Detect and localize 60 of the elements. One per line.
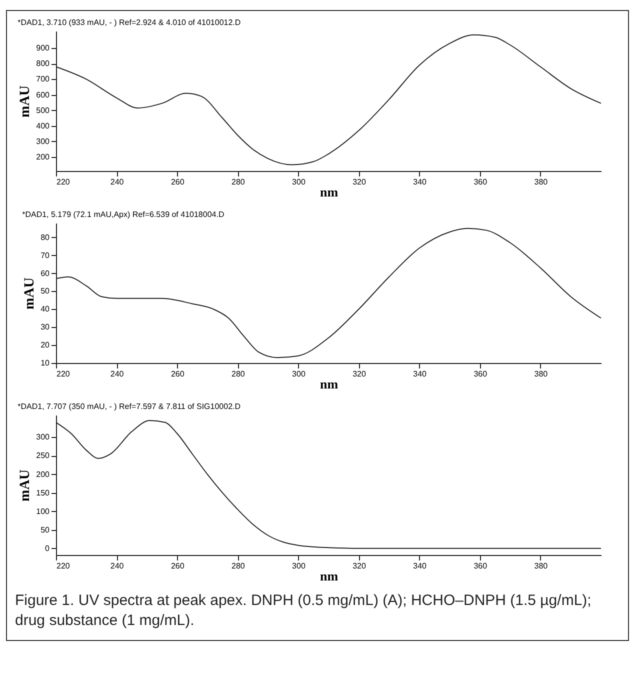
y-tick-label: 800 (36, 59, 50, 68)
x-tick-label: 280 (231, 370, 246, 378)
y-tick-label: 100 (36, 506, 50, 516)
x-axis-title: nm (320, 376, 338, 392)
x-tick-label: 340 (413, 178, 428, 186)
x-tick-label: 380 (534, 562, 548, 570)
x-tick-label: 240 (110, 562, 124, 570)
y-tick-label: 20 (40, 340, 50, 350)
caption: Figure 1. UV spectra at peak apex. DNPH (0.5 mg/mL) (A); HCHO–DNPH (1.5 µg/mL); drug substance (1 mg/mL). (15, 591, 592, 632)
y-tick-label: 60 (40, 268, 50, 278)
y-tick-label: 10 (40, 358, 50, 368)
y-tick-label: 900 (36, 44, 50, 53)
x-tick-label: 300 (292, 370, 306, 378)
y-tick-label: 50 (40, 525, 50, 534)
y-tick-label: 400 (36, 121, 50, 130)
x-tick-label: 340 (413, 562, 428, 570)
x-tick-label: 240 (110, 370, 124, 378)
x-tick-label: 260 (170, 178, 185, 186)
y-tick-label: 200 (36, 152, 50, 162)
y-tick-label: 40 (40, 304, 50, 314)
x-tick-label: 260 (170, 562, 185, 570)
chart-title: *DAD1, 3.710 (933 mAU, - ) Ref=2.924 & 4.010 of 41010012.D (18, 18, 241, 27)
y-tick-label: 50 (40, 286, 50, 296)
y-tick-label: 600 (36, 90, 50, 100)
chart-title: *DAD1, 5.179 (72.1 mAU,Apx) Ref=6.539 of 41018004.D (22, 210, 224, 219)
y-tick-label: 300 (36, 136, 50, 146)
x-tick-label: 320 (352, 178, 366, 186)
x-axis-title: nm (320, 568, 338, 584)
x-axis-title: nm (320, 184, 338, 200)
x-tick-label: 360 (474, 178, 488, 186)
x-tick-label: 240 (110, 178, 124, 186)
x-tick-label: 380 (534, 370, 548, 378)
x-tick-label: 320 (352, 562, 366, 570)
y-axis-title: mAU (22, 278, 38, 310)
x-tick-label: 220 (56, 178, 70, 186)
y-tick-label: 700 (36, 74, 50, 84)
y-tick-label: 250 (36, 451, 50, 460)
x-tick-label: 260 (170, 370, 185, 378)
x-tick-label: 320 (352, 370, 366, 378)
x-tick-label: 280 (231, 178, 246, 186)
y-tick-label: 80 (40, 232, 50, 242)
y-tick-label: 0 (45, 544, 50, 553)
x-tick-label: 280 (231, 562, 246, 570)
chart-title: *DAD1, 7.707 (350 mAU, - ) Ref=7.597 & 7.811 of SIG10002.D (18, 402, 241, 411)
x-tick-label: 340 (413, 370, 428, 378)
y-tick-label: 150 (36, 488, 50, 498)
y-tick-label: 300 (36, 432, 50, 442)
y-tick-label: 200 (36, 470, 50, 479)
y-axis-title: mAU (18, 86, 34, 118)
y-axis-title: mAU (18, 470, 34, 502)
x-tick-label: 220 (56, 562, 70, 570)
x-tick-label: 220 (56, 370, 70, 378)
x-tick-label: 360 (474, 562, 488, 570)
y-tick-label: 500 (36, 106, 50, 115)
x-tick-label: 300 (292, 178, 306, 186)
x-tick-label: 380 (534, 178, 548, 186)
y-tick-label: 30 (40, 322, 50, 332)
x-tick-label: 300 (292, 562, 306, 570)
y-tick-label: 70 (40, 250, 50, 260)
x-tick-label: 360 (474, 370, 488, 378)
